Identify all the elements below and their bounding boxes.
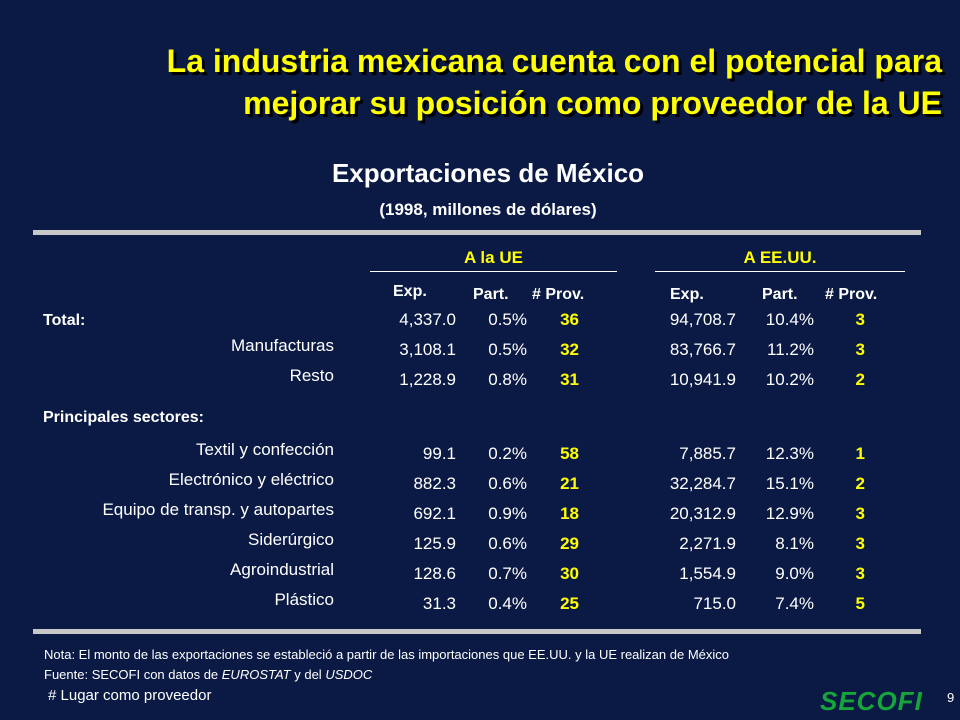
- cell-ue-prov: 36: [560, 310, 579, 329]
- cell-us-exp: 83,766.7: [669, 340, 736, 359]
- row-label: Total:: [43, 312, 86, 329]
- cell-us-exp: 1,554.9: [679, 564, 736, 583]
- cell-ue-part: 0.7%: [488, 564, 527, 583]
- cell-ue-prov: 25: [560, 594, 579, 613]
- title-line-1: La industria mexicana cuenta con el pote…: [166, 43, 942, 79]
- cell-ue-exp: 1,228.9: [399, 370, 456, 389]
- row-label: Manufacturas: [231, 336, 334, 355]
- cell-us-prov: 3: [855, 534, 865, 553]
- cell-us-exp: 94,708.7: [669, 310, 736, 329]
- cell-us-prov: 3: [855, 340, 865, 359]
- cell-us-prov: 3: [855, 564, 865, 583]
- cell-us-exp: 20,312.9: [669, 504, 736, 523]
- cell-ue-exp: 3,108.1: [399, 340, 456, 359]
- cell-ue-part: 0.6%: [488, 474, 527, 493]
- cell-ue-prov: 29: [560, 534, 579, 553]
- cell-us-prov: 1: [855, 444, 865, 463]
- slide-title: La industria mexicana cuenta con el pote…: [0, 40, 942, 124]
- bottom-rule: [33, 629, 921, 634]
- cell-us-part: 15.1%: [765, 474, 814, 493]
- cell-ue-exp: 128.6: [413, 564, 456, 583]
- table-subtitle: (1998, millones de dólares): [379, 200, 597, 219]
- legend-note: # Lugar como proveedor: [48, 687, 212, 704]
- title-line-2: mejorar su posición como proveedor de la…: [243, 85, 942, 121]
- page-number: 9: [947, 690, 955, 705]
- cell-us-prov: 2: [855, 474, 865, 493]
- row-label: Plástico: [274, 590, 334, 609]
- cell-us-part: 12.9%: [765, 504, 814, 523]
- cell-ue-exp: 99.1: [422, 444, 456, 463]
- cell-us-exp: 2,271.9: [679, 534, 736, 553]
- cell-ue-part: 0.4%: [488, 594, 527, 613]
- cell-ue-exp: 882.3: [413, 474, 456, 493]
- col-header-us-exp: Exp.: [670, 286, 704, 303]
- row-label: Principales sectores:: [43, 409, 204, 426]
- row-label: Agroindustrial: [230, 560, 334, 579]
- footnote: Nota: El monto de las exportaciones se e…: [44, 647, 730, 662]
- group-underline-ue: [370, 271, 617, 272]
- cell-us-prov: 3: [855, 310, 865, 329]
- cell-ue-prov: 21: [560, 474, 579, 493]
- cell-us-exp: 715.0: [693, 594, 736, 613]
- cell-us-part: 11.2%: [767, 340, 814, 359]
- cell-us-part: 7.4%: [775, 594, 814, 613]
- cell-ue-part: 0.6%: [488, 534, 527, 553]
- row-label: Equipo de transp. y autopartes: [102, 500, 334, 519]
- top-rule: [33, 230, 921, 235]
- cell-ue-prov: 30: [560, 564, 579, 583]
- cell-us-exp: 7,885.7: [679, 444, 736, 463]
- row-label: Siderúrgico: [248, 530, 334, 549]
- cell-ue-part: 0.2%: [488, 444, 527, 463]
- cell-us-prov: 2: [855, 370, 865, 389]
- row-label: Textil y confección: [196, 440, 334, 459]
- source-note: Fuente: SECOFI con datos de EUROSTAT y d…: [44, 667, 372, 682]
- cell-us-prov: 5: [855, 594, 865, 613]
- group-header-usa: A EE.UU.: [743, 248, 817, 267]
- cell-us-part: 10.4%: [765, 310, 814, 329]
- cell-ue-exp: 31.3: [422, 594, 456, 613]
- cell-us-prov: 3: [855, 504, 865, 523]
- row-label: Resto: [289, 366, 334, 385]
- cell-ue-part: 0.8%: [488, 370, 527, 389]
- cell-ue-exp: 692.1: [413, 504, 456, 523]
- cell-ue-exp: 4,337.0: [399, 310, 456, 329]
- cell-ue-part: 0.5%: [488, 340, 527, 359]
- cell-us-part: 9.0%: [775, 564, 814, 583]
- cell-us-part: 12.3%: [765, 444, 814, 463]
- cell-us-part: 10.2%: [765, 370, 814, 389]
- cell-ue-part: 0.5%: [488, 310, 527, 329]
- col-header-ue-exp: Exp.: [393, 283, 427, 300]
- cell-us-exp: 10,941.9: [669, 370, 736, 389]
- cell-us-part: 8.1%: [775, 534, 814, 553]
- source-usdoc: USDOC: [325, 667, 373, 682]
- source-eurostat: EUROSTAT: [221, 667, 291, 682]
- cell-ue-prov: 32: [560, 340, 579, 359]
- table-title: Exportaciones de México: [331, 158, 645, 188]
- cell-ue-prov: 31: [560, 370, 579, 389]
- col-header-ue-prov: # Prov.: [532, 286, 585, 303]
- group-underline-usa: [655, 271, 905, 272]
- cell-ue-part: 0.9%: [488, 504, 527, 523]
- col-header-us-prov: # Prov.: [825, 286, 878, 303]
- col-header-ue-part: Part.: [473, 286, 509, 303]
- cell-ue-exp: 125.9: [413, 534, 456, 553]
- source-prefix: Fuente: SECOFI con datos de: [44, 667, 222, 682]
- secofi-logo: SECOFI: [820, 686, 923, 716]
- cell-us-exp: 32,284.7: [669, 474, 736, 493]
- col-header-us-part: Part.: [762, 286, 798, 303]
- group-header-ue: A la UE: [464, 248, 523, 267]
- row-label: Electrónico y eléctrico: [168, 470, 334, 489]
- cell-ue-prov: 18: [560, 504, 579, 523]
- cell-ue-prov: 58: [560, 444, 579, 463]
- source-mid: y del: [290, 667, 326, 682]
